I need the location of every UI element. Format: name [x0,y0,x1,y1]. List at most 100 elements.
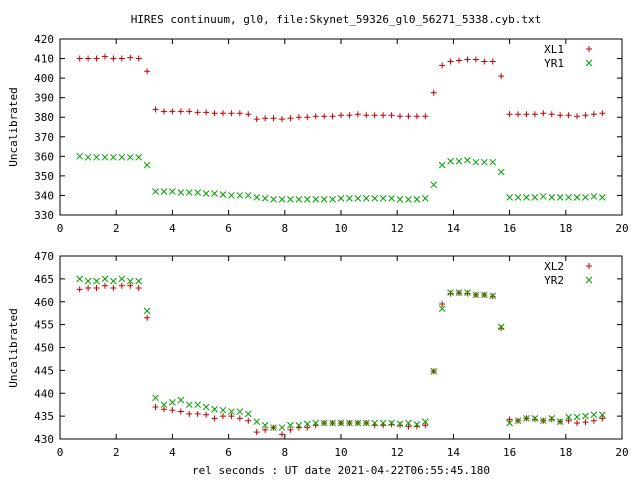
data-point [472,158,480,166]
data-point [354,419,362,427]
data-point [590,417,597,424]
x-tick-label: 12 [391,446,404,459]
data-point [346,419,353,427]
data-point [76,152,84,160]
data-point [338,112,344,119]
x-tick-label: 0 [57,446,64,459]
data-point [185,189,193,196]
data-point [320,196,328,203]
y-axis-label: Uncalibrated [7,308,20,387]
x-tick-label: 4 [169,222,176,235]
data-point [211,110,218,117]
y-axis-label: Uncalibrated [7,87,20,166]
y-tick-label: 470 [34,250,54,263]
data-point [548,415,556,422]
data-point [85,285,92,292]
data-point [278,431,285,438]
data-point [152,188,159,195]
data-point [573,413,581,421]
data-point [244,410,252,418]
data-point [135,277,143,285]
data-point [489,292,497,300]
x-tick-label: 2 [113,446,120,459]
data-point [135,153,143,161]
x-tick-label: 8 [281,446,288,459]
data-point [371,195,379,202]
data-point [202,403,210,411]
data-point [287,115,294,122]
data-point [506,416,513,423]
data-point [93,55,100,62]
data-point [85,55,92,62]
data-point [118,275,126,283]
legend-marker [585,276,593,284]
data-point [244,192,252,199]
data-point [439,301,446,308]
y-tick-label: 380 [34,111,54,124]
data-point [261,421,269,429]
data-point [539,193,547,200]
data-point [144,314,151,321]
data-point [582,194,589,201]
data-point [439,62,446,69]
data-point [126,277,134,285]
data-point [380,112,387,119]
data-point [321,113,328,120]
x-tick-label: 20 [615,446,628,459]
data-point [270,424,277,431]
legend-label: XL1 [544,43,564,56]
data-point [194,410,201,417]
data-point [270,115,277,122]
data-point [169,407,176,414]
data-point [203,411,210,418]
data-point [245,111,252,118]
y-tick-label: 350 [34,170,54,183]
data-point [118,153,126,161]
data-point [135,55,142,62]
data-point [110,285,117,292]
data-point [556,418,564,425]
data-point [413,196,421,203]
data-point [590,111,597,118]
data-point [304,424,311,431]
data-point [160,401,168,409]
data-point [405,423,412,430]
data-point [455,157,463,165]
data-point [270,196,277,203]
x-tick-label: 6 [225,222,232,235]
data-point [312,113,319,120]
y-tick-label: 440 [34,387,54,400]
data-point [421,195,429,202]
data-point [388,419,395,427]
data-point [278,116,285,123]
data-point [169,108,176,115]
x-tick-label: 10 [334,446,347,459]
data-point [329,113,336,120]
data-point [447,157,454,165]
data-point [405,113,412,120]
data-point [144,68,151,75]
data-point [539,417,547,425]
data-point [219,406,227,414]
data-point [143,161,151,169]
data-point [76,286,83,293]
legend-marker [586,46,592,52]
data-point [262,426,269,433]
data-point [523,415,530,422]
x-tick-label: 0 [57,222,64,235]
data-point [177,108,184,115]
x-tick-label: 16 [503,222,516,235]
data-point [228,192,235,199]
series-YR1 [76,152,606,203]
data-point [253,429,260,436]
data-point [253,418,261,425]
data-point [363,112,370,119]
data-point [480,158,488,166]
data-point [303,196,311,203]
data-point [202,190,210,197]
data-point [135,285,142,292]
data-point [397,113,404,120]
data-point [160,188,168,195]
x-tick-label: 14 [447,446,461,459]
data-point [489,158,497,166]
